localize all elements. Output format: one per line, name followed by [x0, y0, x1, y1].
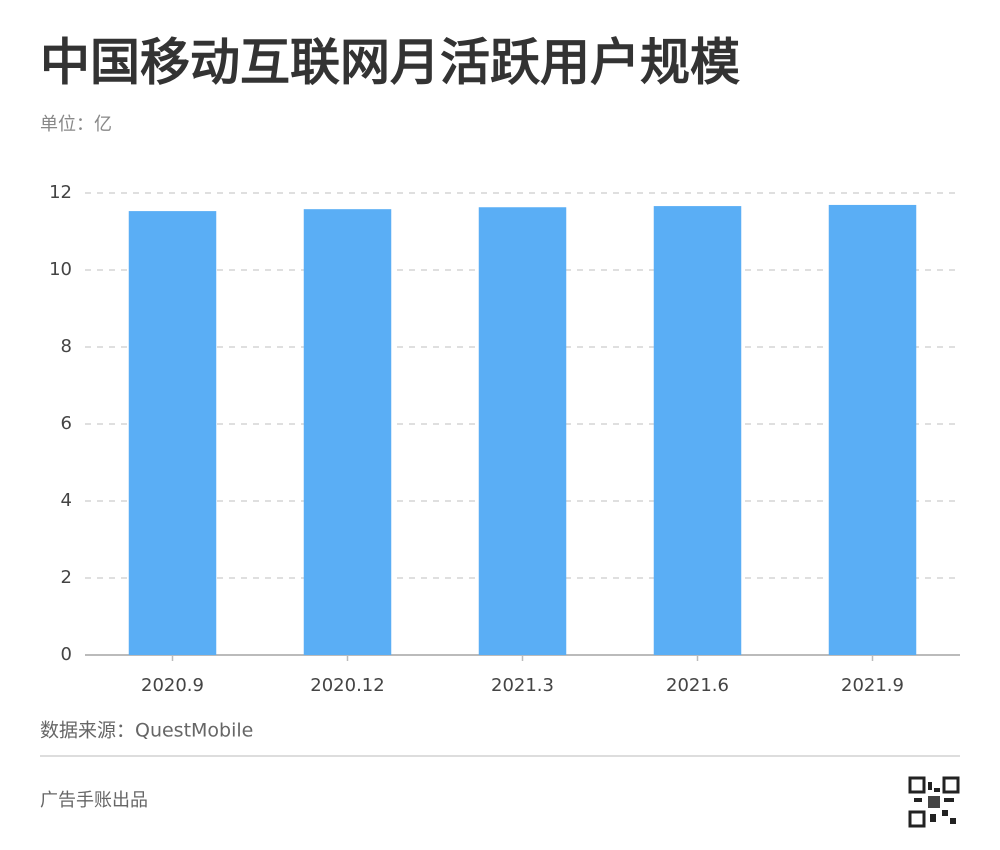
- y-tick-label: 0: [61, 644, 72, 665]
- bar: [303, 209, 392, 656]
- y-tick-label: 12: [49, 182, 72, 203]
- qr-code: [908, 776, 960, 828]
- footer-text: 广告手账出品: [40, 790, 148, 811]
- x-tick-label: 2020.9: [141, 675, 204, 696]
- y-tick-label: 4: [61, 490, 72, 511]
- x-tick-label: 2021.3: [491, 675, 554, 696]
- y-tick-label: 6: [61, 413, 72, 434]
- chart-title: 中国移动互联网月活跃用户规模: [40, 34, 740, 92]
- y-tick-label: 10: [49, 259, 72, 280]
- source-note: 数据来源：QuestMobile: [40, 720, 253, 742]
- x-tick-label: 2021.6: [666, 675, 729, 696]
- x-tick-label: 2021.9: [841, 675, 904, 696]
- bar: [828, 204, 917, 655]
- chart-subtitle: 单位：亿: [40, 114, 112, 135]
- y-tick-label: 2: [61, 567, 72, 588]
- bar: [128, 211, 217, 655]
- y-tick-label: 8: [61, 336, 72, 357]
- bar: [653, 206, 742, 655]
- x-tick-label: 2020.12: [310, 675, 384, 696]
- bar: [478, 207, 567, 655]
